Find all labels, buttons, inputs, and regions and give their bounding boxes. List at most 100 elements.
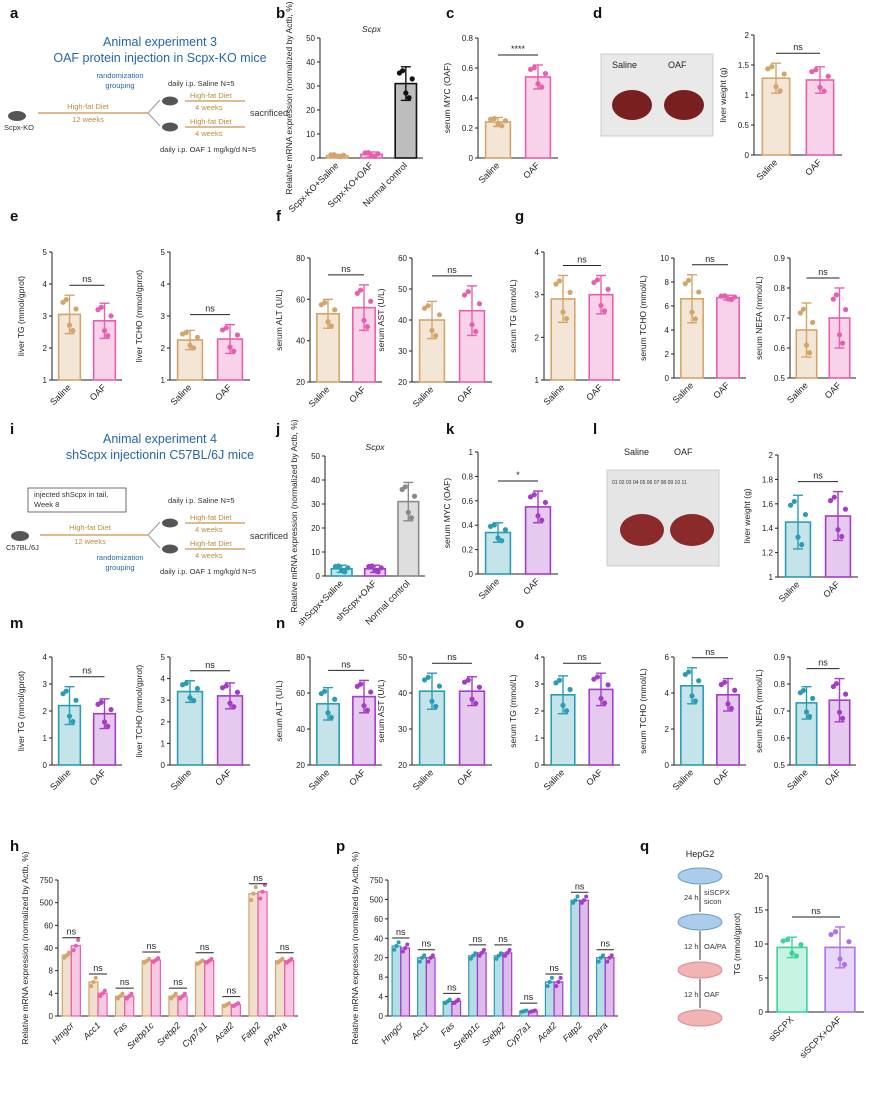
- data-point: [392, 947, 397, 952]
- data-point: [542, 71, 549, 77]
- data-point: [498, 951, 503, 956]
- data-point: [63, 688, 69, 694]
- data-point: [784, 936, 791, 943]
- y-tick-label: 10: [306, 130, 315, 139]
- y-tick-label: 0.6: [462, 64, 474, 73]
- data-point: [795, 534, 801, 540]
- y-tick-label: 60: [398, 254, 407, 263]
- significance-label: ns: [818, 658, 828, 668]
- data-point: [70, 327, 76, 334]
- y-tick-label: 0: [745, 151, 750, 160]
- data-point: [605, 959, 610, 964]
- data-point: [66, 322, 73, 328]
- y-tick-label: 8: [49, 967, 54, 976]
- data-point: [692, 316, 698, 322]
- y-tick-label: 2: [43, 344, 48, 353]
- data-point: [539, 517, 545, 523]
- significance-label: ns: [341, 659, 351, 669]
- y-tick-label: 3: [161, 312, 166, 321]
- significance-label: ns: [549, 963, 559, 973]
- data-point: [797, 310, 803, 316]
- x-tick-label: Cyp7a1: [180, 1020, 209, 1049]
- data-point: [535, 513, 541, 519]
- data-point: [253, 885, 258, 890]
- data-point: [425, 303, 431, 309]
- y-tick-label: 0: [665, 374, 670, 383]
- arrow-line: [147, 112, 161, 127]
- y-tick-label: 1: [535, 734, 540, 743]
- data-point: [601, 308, 608, 314]
- dish-icon: [677, 867, 723, 885]
- data-point: [560, 309, 566, 315]
- data-point: [340, 152, 347, 158]
- data-point: [502, 527, 509, 533]
- y-tick-label: 0.5: [774, 761, 786, 770]
- significance-label: ns: [705, 647, 715, 657]
- data-point: [62, 955, 67, 960]
- bar: [502, 952, 513, 1017]
- bar: [417, 957, 427, 1017]
- y-axis-label: liver TG (mmol/gprot): [16, 276, 26, 356]
- mouse-icon: [162, 518, 178, 528]
- data-point: [563, 316, 570, 322]
- data-point: [836, 332, 843, 338]
- y-tick-label: 20: [374, 954, 383, 963]
- bar: [204, 960, 215, 1017]
- y-axis-label: serum TG (mmol/L): [508, 674, 518, 748]
- significance-label: ns: [280, 942, 290, 952]
- bar: [579, 899, 589, 1017]
- data-point: [465, 677, 471, 683]
- panel-label-h: h: [10, 838, 19, 855]
- data-point: [531, 492, 537, 498]
- data-point: [358, 287, 364, 293]
- significance-label: ns: [818, 267, 828, 277]
- schematic-a-bottom: daily i.p. OAF 1 mg/kg/d N=5: [160, 145, 256, 154]
- data-point: [692, 698, 698, 704]
- panel-label-k: k: [446, 421, 455, 438]
- data-point: [234, 332, 241, 338]
- data-point: [227, 700, 233, 706]
- data-point: [476, 684, 483, 690]
- x-tick-label: PPARa: [262, 1020, 289, 1047]
- data-point: [129, 991, 134, 996]
- x-tick-label: Saline: [777, 579, 802, 604]
- data-point: [89, 984, 94, 989]
- significance-label: ns: [396, 927, 406, 937]
- data-point: [345, 565, 351, 571]
- x-tick-label: OAF: [213, 382, 234, 403]
- y-axis-label: serum AST (U/L): [376, 679, 386, 742]
- y-tick-label: 20: [296, 378, 305, 387]
- y-tick-label: 750: [40, 876, 54, 885]
- y-tick-label: 5: [161, 248, 166, 257]
- data-point: [567, 686, 573, 693]
- bar: [248, 892, 259, 1017]
- x-tick-label: Saline: [671, 767, 696, 792]
- x-tick-label: Acc1: [80, 1020, 102, 1042]
- schematic-i-diet1: High-fat Diet: [69, 523, 112, 532]
- data-point: [369, 563, 375, 569]
- data-point: [575, 894, 580, 899]
- data-point: [64, 953, 69, 958]
- data-point: [400, 68, 406, 74]
- data-point: [495, 535, 501, 541]
- y-tick-label: 0: [311, 154, 316, 163]
- data-point: [825, 73, 831, 79]
- data-point: [421, 677, 428, 683]
- data-point: [70, 718, 76, 725]
- y-tick-label: 0: [316, 572, 321, 581]
- schematic-i-diet1b: 12 weeks: [74, 537, 106, 546]
- data-point: [98, 994, 103, 999]
- y-tick-label: 3: [43, 312, 48, 321]
- significance-label: ns: [120, 977, 130, 987]
- y-tick-label: 10: [311, 548, 320, 557]
- panel-label-j: j: [275, 421, 280, 438]
- schematic-a-title2: OAF protein injection in Scpx-KO mice: [53, 51, 266, 65]
- data-point: [841, 961, 848, 968]
- data-point: [563, 708, 570, 714]
- data-point: [227, 1001, 232, 1006]
- y-tick-label: 80: [296, 653, 305, 662]
- y-tick-label: 4: [665, 689, 670, 698]
- y-tick-label: 0: [379, 1012, 384, 1021]
- schematic-a-diet2: High-fat Diet: [190, 91, 233, 100]
- y-tick-label: 2: [769, 451, 774, 460]
